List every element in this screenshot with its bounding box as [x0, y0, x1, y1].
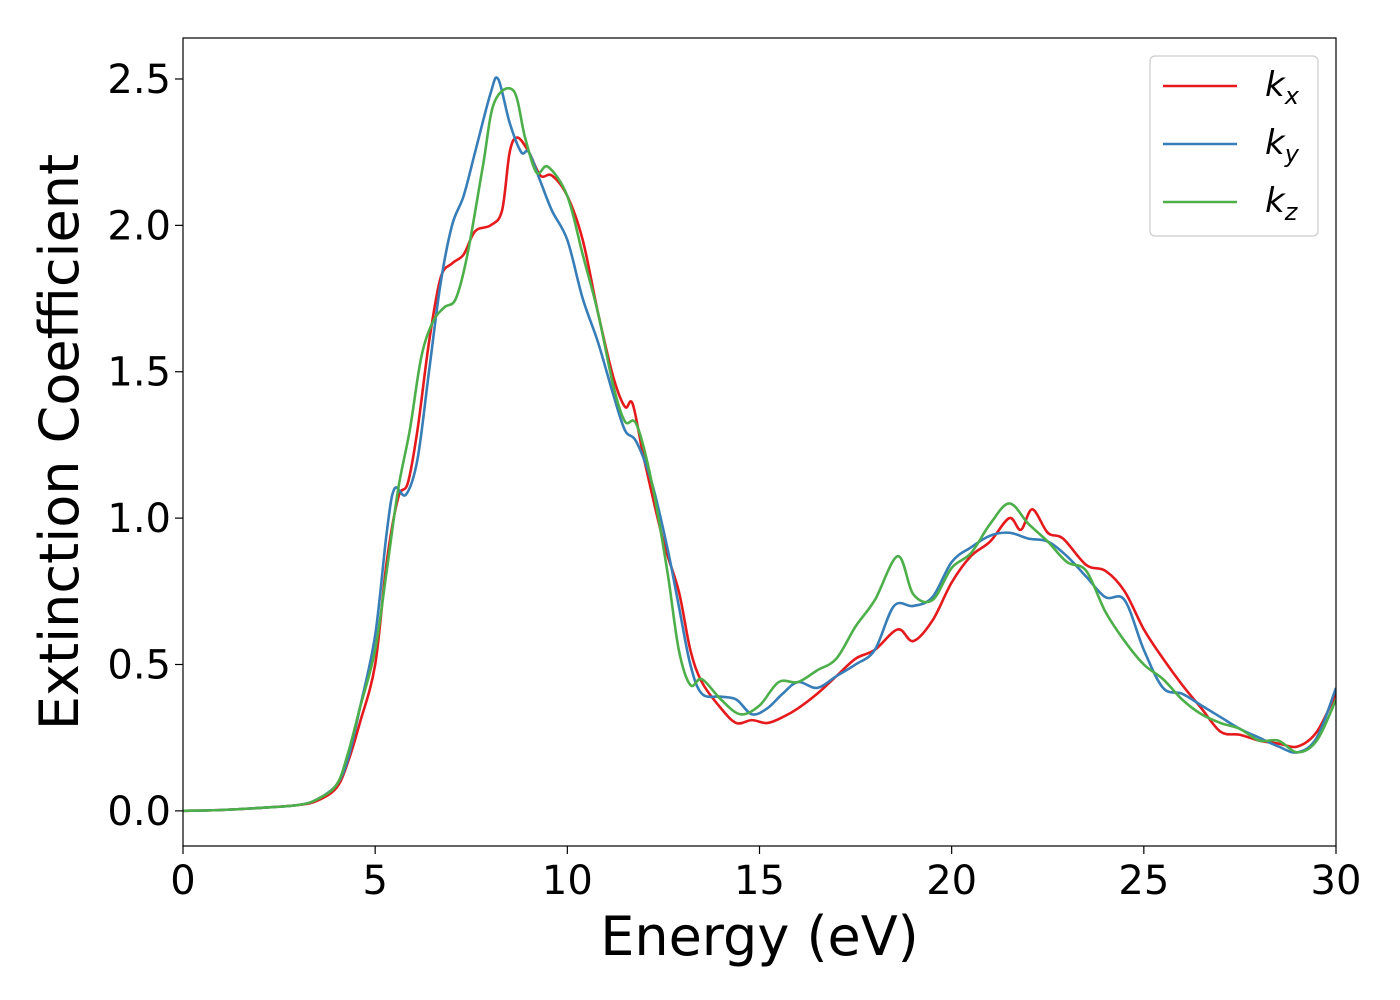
x-tick-label: 30: [1311, 858, 1362, 904]
series-line-k-z: [183, 86, 1336, 813]
y-axis-title: Extinction Coefficient: [28, 154, 91, 730]
x-tick-label: 15: [734, 858, 785, 904]
series-line-k-x: [183, 136, 1336, 813]
y-tick-label: 2.0: [107, 203, 171, 249]
series-line-k-y: [183, 76, 1336, 813]
legend: kx ky kz: [1149, 55, 1319, 237]
series-layer: [183, 76, 1336, 813]
x-tick-label: 25: [1118, 858, 1169, 904]
legend-label: kz: [1265, 181, 1299, 226]
ticks-layer: 0 5 10 15 20 25 30 0.0 0.5 1.0 1.5 2.0 2.5: [107, 57, 1361, 904]
x-tick-label: 10: [542, 858, 593, 904]
x-tick-label: 0: [170, 858, 195, 904]
legend-label: kx: [1265, 65, 1300, 110]
y-tick-label: 0.5: [107, 642, 171, 688]
y-tick-label: 1.0: [107, 496, 171, 542]
y-tick-label: 1.5: [107, 350, 171, 396]
x-tick-label: 5: [362, 858, 387, 904]
legend-label: ky: [1265, 123, 1300, 168]
y-tick-label: 2.5: [107, 57, 171, 103]
y-tick-label: 0.0: [107, 789, 171, 835]
legend-box: [1149, 55, 1319, 237]
x-axis-title: Energy (eV): [600, 905, 919, 968]
x-tick-label: 20: [926, 858, 977, 904]
